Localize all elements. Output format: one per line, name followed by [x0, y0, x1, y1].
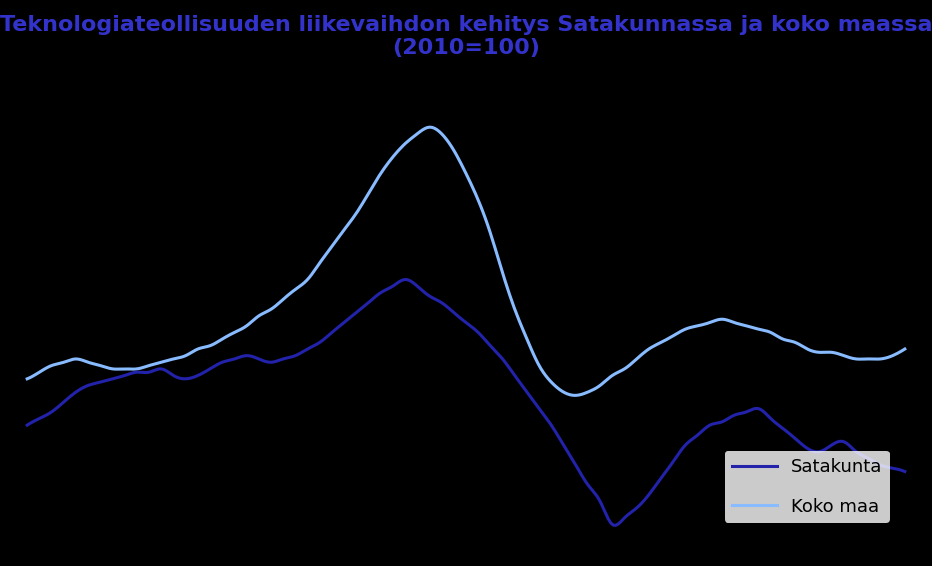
Legend: Satakunta, Koko maa: Satakunta, Koko maa	[724, 451, 890, 523]
Title: Teknologiateollisuuden liikevaihdon kehitys Satakunnassa ja koko maassa
(2010=10: Teknologiateollisuuden liikevaihdon kehi…	[0, 15, 932, 58]
